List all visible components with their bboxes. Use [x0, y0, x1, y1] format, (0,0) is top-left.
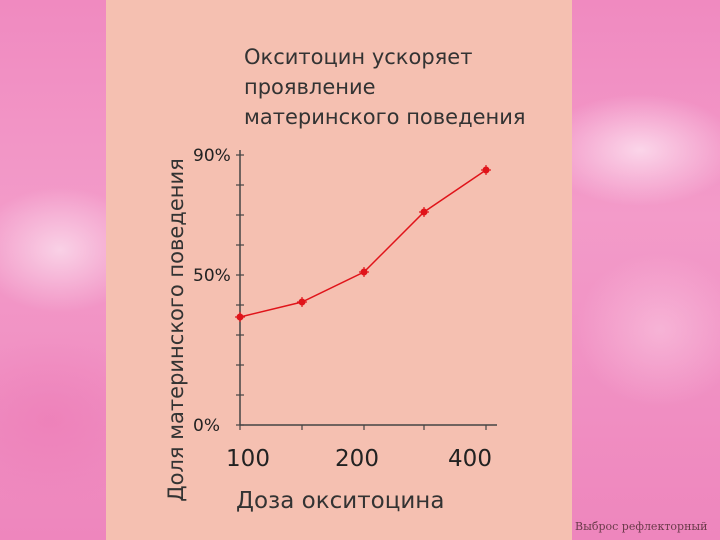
x-tick-label: 200 — [335, 446, 379, 472]
x-tick-label: 100 — [226, 446, 270, 472]
slide-caption: Выброс рефлекторный — [575, 520, 708, 533]
series-line — [239, 169, 487, 318]
slide-panel — [106, 0, 572, 540]
y-tick-label: 0% — [193, 416, 220, 436]
x-tick-label: 400 — [448, 446, 492, 472]
x-axis-label: Доза окситоцина — [236, 488, 445, 514]
y-tick-label: 90% — [193, 146, 231, 166]
y-tick-label: 50% — [193, 266, 231, 286]
chart-title: Окситоцин ускоряет проявление материнско… — [244, 45, 526, 129]
